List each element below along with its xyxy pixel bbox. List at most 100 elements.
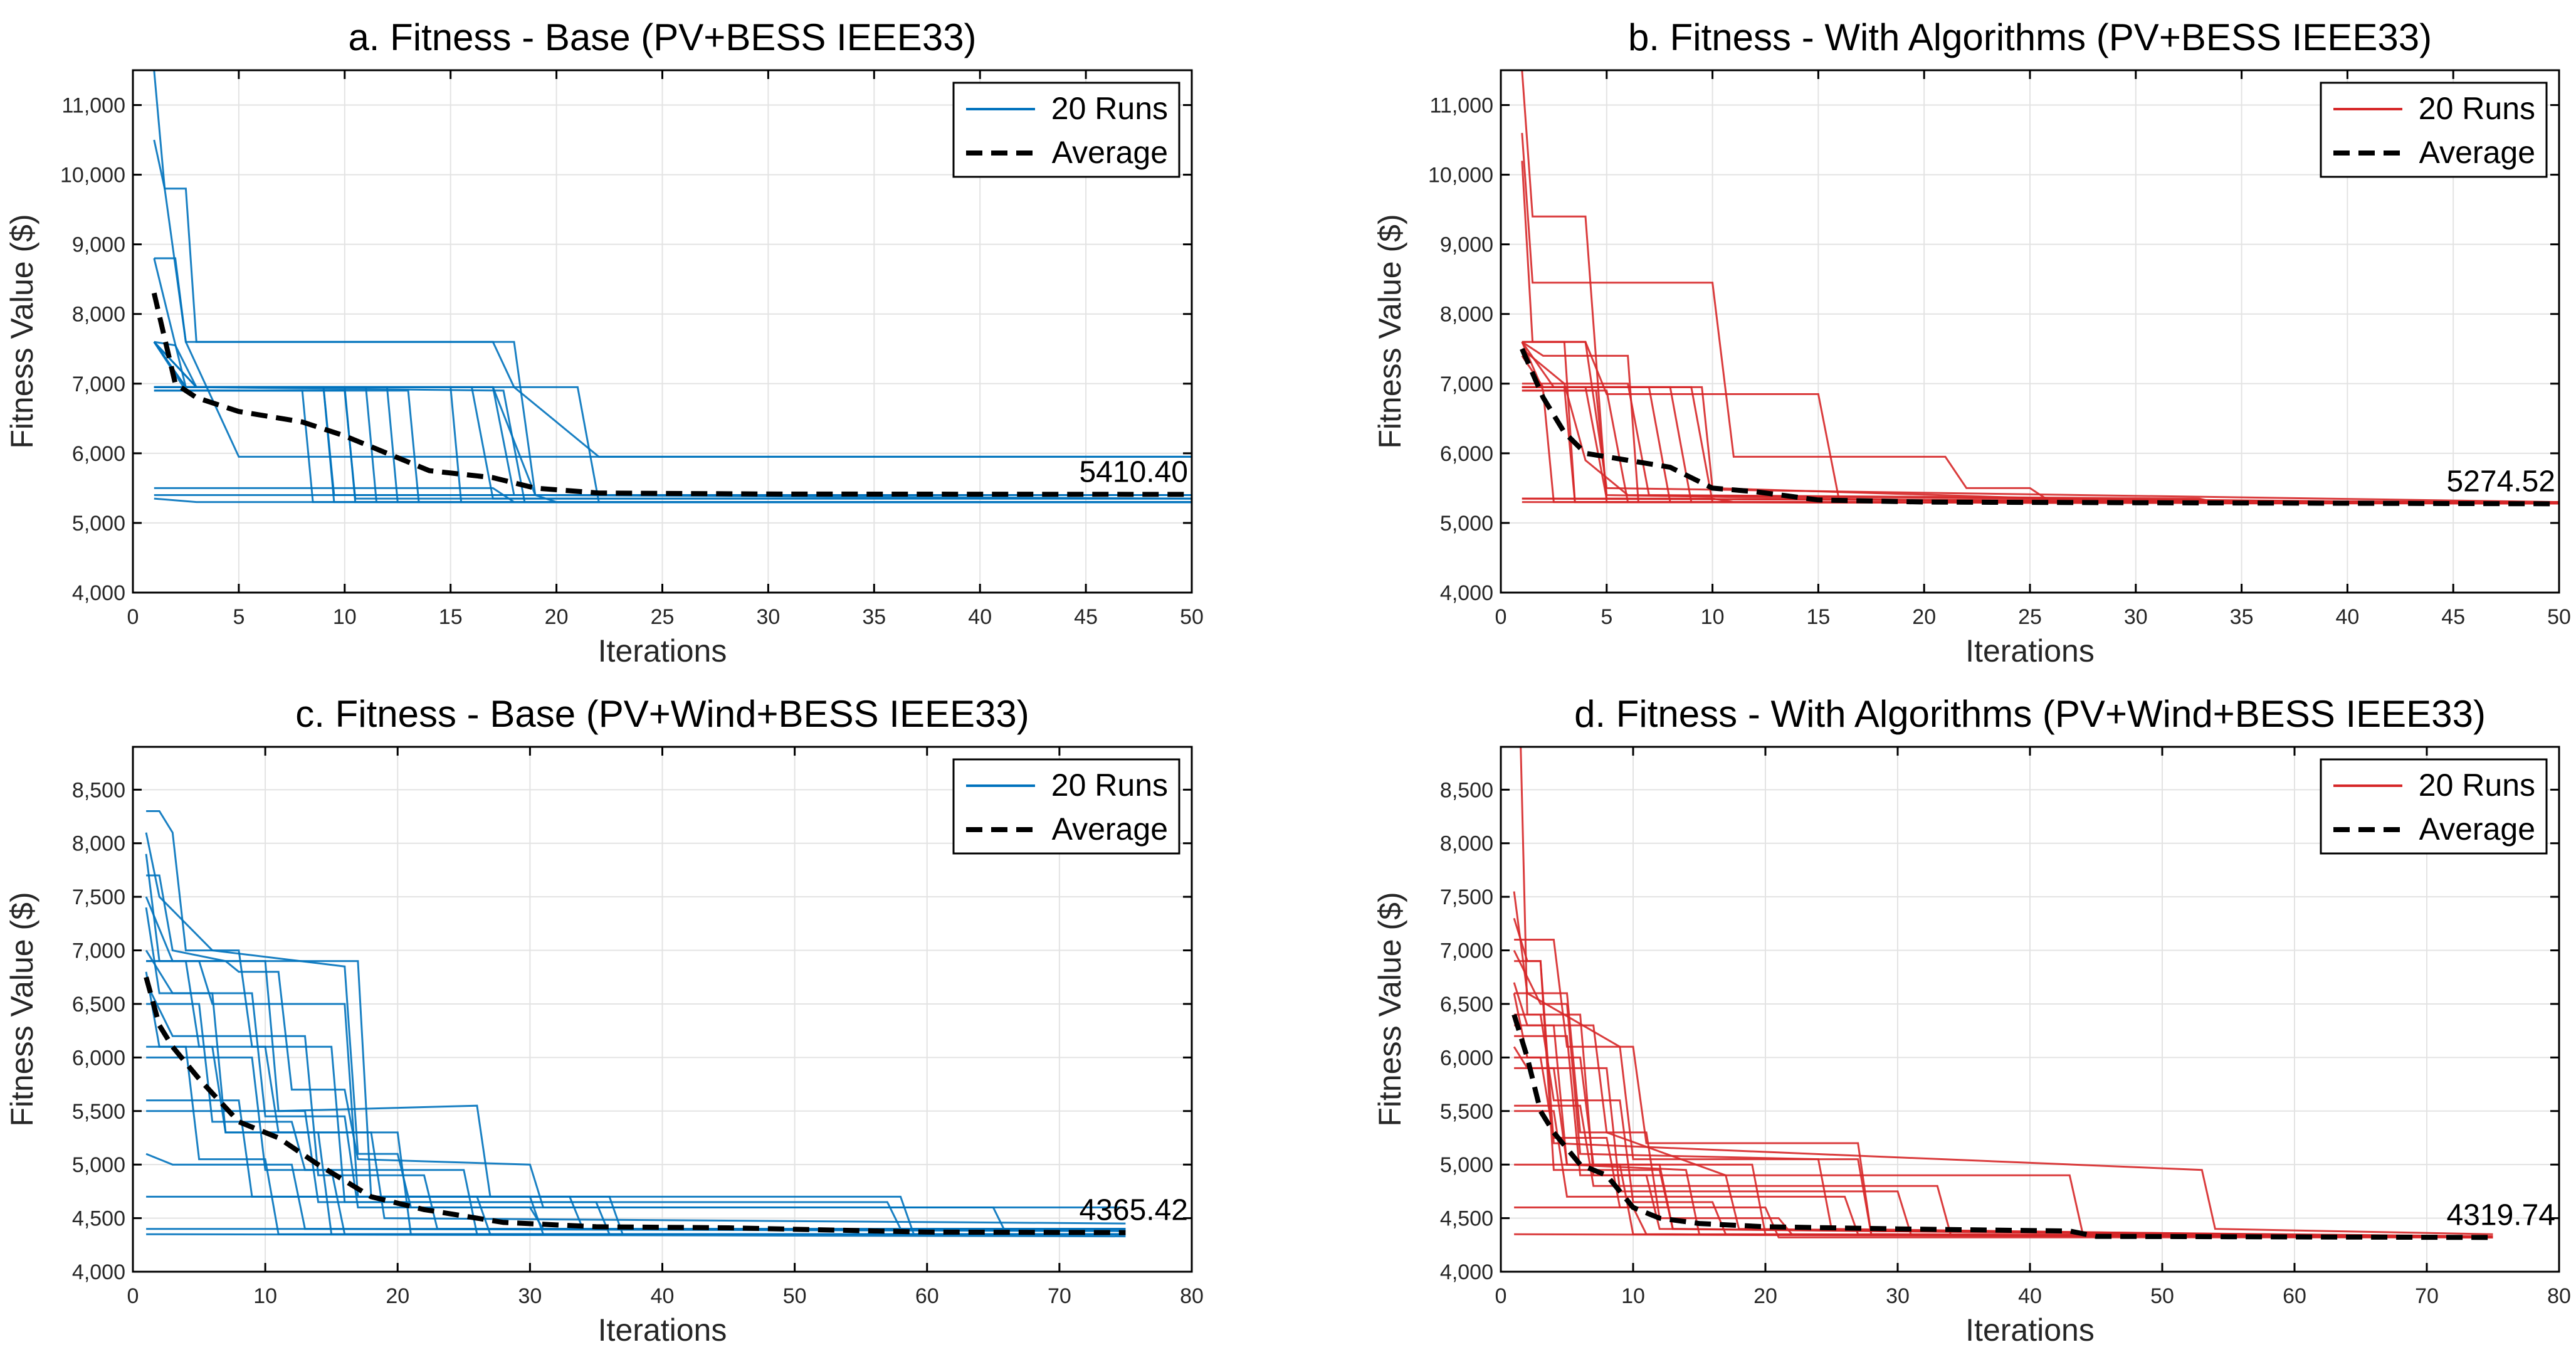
x-tick-label: 10 [253, 1284, 277, 1308]
average-line [1511, 1013, 2493, 1240]
legend-average-label: Average [2419, 135, 2535, 170]
average-line [144, 976, 1126, 1235]
y-tick-label: 7,500 [1440, 885, 1493, 909]
average-line [151, 292, 1192, 497]
x-tick-label: 20 [386, 1284, 409, 1308]
x-tick-label: 10 [1621, 1284, 1645, 1308]
legend-box [2320, 82, 2548, 178]
x-tick-label: 25 [2018, 605, 2042, 629]
x-tick-label: 35 [2230, 605, 2254, 629]
y-tick-label: 7,000 [72, 372, 125, 396]
x-tick-label: 15 [439, 605, 463, 629]
run-line-5 [146, 1003, 1126, 1235]
legend: 20 Runs Average [952, 758, 1180, 855]
x-tick-label: 50 [1180, 605, 1204, 629]
x-tick-label: 45 [1074, 605, 1098, 629]
x-tick-label: 40 [2335, 605, 2359, 629]
run-line-4 [146, 960, 1126, 1235]
run-line-16 [145, 982, 1126, 1230]
y-tick-label: 7,000 [72, 939, 125, 963]
y-tick-label: 10,000 [1428, 164, 1493, 187]
chart-title: b. Fitness - With Algorithms (PV+BESS IE… [1628, 16, 2432, 58]
y-axis-label: Fitness Value ($) [1372, 214, 1407, 448]
run-line-17 [1513, 993, 2493, 1238]
run-line-19 [1514, 1035, 2493, 1238]
average-line [1520, 347, 2559, 507]
x-tick-label: 10 [333, 605, 357, 629]
y-tick-label: 6,000 [72, 442, 125, 466]
y-tick-label: 4,000 [1440, 581, 1493, 605]
final-value-label: 5274.52 [2446, 465, 2555, 498]
y-tick-label: 4,000 [72, 581, 125, 605]
y-axis-label: Fitness Value ($) [4, 214, 39, 448]
chart-panel-a: 5410.40 0 5 10 15 20 25 30 35 40 45 50 4,000 5,000 6,0… [4, 16, 1204, 668]
run-line-5 [1514, 992, 2493, 1238]
y-tick-label: 4,000 [72, 1260, 125, 1284]
x-tick-label: 5 [233, 605, 244, 629]
y-tick-label: 8,000 [1440, 832, 1493, 856]
x-tick-label: 50 [2150, 1284, 2174, 1308]
y-tick-label: 8,500 [72, 778, 125, 802]
y-tick-label: 4,500 [1440, 1207, 1493, 1231]
y-tick-label: 7,000 [1440, 939, 1493, 963]
run-line-15 [145, 971, 1126, 1235]
legend-average-label: Average [1052, 135, 1168, 170]
y-axis-label: Fitness Value ($) [1372, 892, 1407, 1126]
chart-panel-b: 5274.52 0 5 10 15 20 25 30 35 40 45 50 4,000 5,000 6,0… [1372, 16, 2571, 668]
x-axis-label: Iterations [1965, 1312, 2095, 1348]
x-tick-label: 25 [651, 605, 675, 629]
y-tick-label: 5,500 [72, 1100, 125, 1124]
run-line-20 [1514, 1110, 2493, 1238]
x-tick-label: 0 [127, 605, 139, 629]
y-tick-label: 8,000 [72, 832, 125, 856]
x-tick-label: 40 [2018, 1284, 2042, 1308]
x-tick-label: 20 [545, 605, 569, 629]
legend: 20 Runs Average [2320, 758, 2548, 855]
x-tick-label: 50 [2547, 605, 2571, 629]
run-line-20 [146, 960, 1126, 1235]
x-tick-label: 0 [1495, 605, 1507, 629]
y-tick-label: 5,500 [1440, 1100, 1493, 1124]
legend-runs-label: 20 Runs [2419, 91, 2535, 126]
y-tick-label: 8,000 [72, 303, 125, 327]
run-line-3 [1514, 939, 2493, 1238]
runs-series [1513, 747, 2493, 1238]
x-tick-label: 30 [518, 1284, 542, 1308]
y-tick-label: 9,000 [1440, 233, 1493, 257]
final-value-label: 4319.74 [2446, 1198, 2555, 1232]
y-tick-label: 4,000 [1440, 1260, 1493, 1284]
legend-box [2320, 758, 2548, 855]
y-tick-label: 6,500 [1440, 993, 1493, 1016]
run-line-14 [145, 949, 1126, 1225]
chart-title: a. Fitness - Base (PV+BESS IEEE33) [348, 16, 976, 58]
x-tick-label: 0 [127, 1284, 139, 1308]
y-tick-label: 7,000 [1440, 372, 1493, 396]
x-axis-label: Iterations [598, 1312, 727, 1348]
y-tick-label: 10,000 [60, 164, 125, 187]
x-axis-label: Iterations [598, 633, 727, 668]
legend-average-label: Average [1052, 811, 1168, 847]
x-tick-label: 40 [968, 605, 992, 629]
x-axis-label: Iterations [1965, 633, 2095, 668]
x-tick-label: 70 [2415, 1284, 2439, 1308]
y-tick-label: 7,500 [72, 885, 125, 909]
y-axis-label: Fitness Value ($) [4, 892, 39, 1126]
chart-panel-c: 4365.42 0 10 20 30 40 50 60 70 80 4,000 4,500 5,000 5… [4, 693, 1204, 1348]
legend-box [952, 758, 1180, 855]
x-tick-label: 80 [2547, 1284, 2571, 1308]
final-value-label: 5410.40 [1079, 455, 1188, 488]
run-line-2 [146, 874, 1126, 1208]
x-tick-label: 45 [2441, 605, 2465, 629]
x-tick-label: 20 [1753, 1284, 1777, 1308]
x-tick-label: 20 [1912, 605, 1936, 629]
runs-series [145, 810, 1126, 1238]
x-tick-label: 80 [1180, 1284, 1204, 1308]
y-tick-label: 6,000 [1440, 1046, 1493, 1070]
x-tick-label: 30 [2124, 605, 2148, 629]
run-line-20 [153, 341, 1192, 500]
y-tick-label: 6,500 [72, 993, 125, 1016]
y-tick-label: 6,000 [1440, 442, 1493, 466]
x-tick-label: 35 [862, 605, 886, 629]
run-line-17 [145, 832, 1126, 1232]
